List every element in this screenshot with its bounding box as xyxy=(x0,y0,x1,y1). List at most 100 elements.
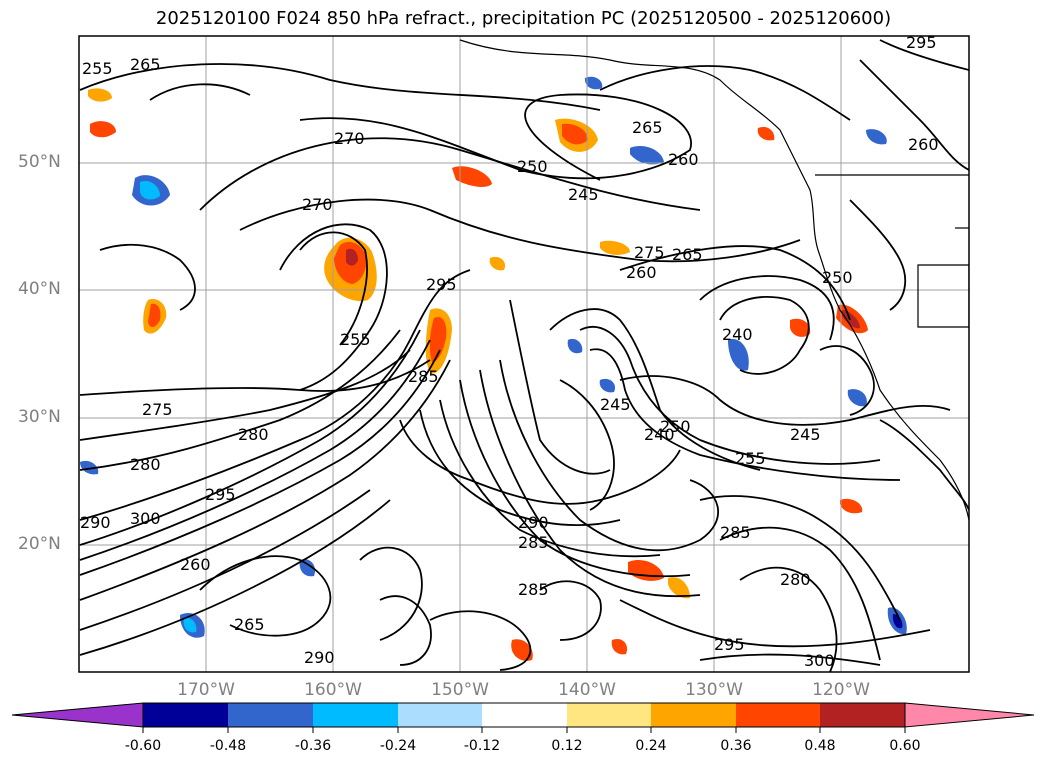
precip-blob xyxy=(790,318,811,337)
colorbar xyxy=(11,702,1035,733)
colorbar-segment xyxy=(228,703,313,727)
precip-blob xyxy=(346,248,358,266)
colorbar-segment xyxy=(820,703,905,727)
contour-label: 290 xyxy=(304,648,335,667)
precip-blob xyxy=(630,145,664,165)
lon-label-150w: 150°W xyxy=(431,680,489,700)
plot-area xyxy=(79,36,969,672)
colorbar-frame xyxy=(142,702,906,728)
colorbar-tick-label: 0.36 xyxy=(720,738,752,754)
contour-label: 240 xyxy=(722,325,753,344)
contour-label: 255 xyxy=(340,330,371,349)
contour-label: 275 xyxy=(142,400,173,419)
precip-blob xyxy=(489,256,506,271)
colorbar-tick-label: 0.12 xyxy=(551,738,583,754)
lon-label-130w: 130°W xyxy=(685,680,743,700)
colorbar-tick-label: -0.12 xyxy=(463,738,501,754)
coastlines xyxy=(459,39,969,521)
contour-label: 280 xyxy=(238,425,269,444)
lat-label-30n: 30°N xyxy=(18,407,61,427)
contour-label: 240 xyxy=(644,425,675,444)
lat-label-20n: 20°N xyxy=(18,534,61,554)
contour-label: 295 xyxy=(205,485,236,504)
contour-label: 275 xyxy=(634,243,665,262)
precip-blob xyxy=(429,316,447,362)
colorbar-segment xyxy=(651,703,736,727)
lat-label-50n: 50°N xyxy=(18,152,61,172)
precip-blob xyxy=(866,129,887,145)
colorbar-tick-label: -0.48 xyxy=(209,738,247,754)
contour-label: 260 xyxy=(180,555,211,574)
precip-blob xyxy=(842,310,860,329)
precip-blob xyxy=(584,76,603,90)
contour-label: 270 xyxy=(302,195,333,214)
precip-blob xyxy=(80,460,99,475)
colorbar-tick-label: -0.24 xyxy=(379,738,417,754)
precip-blob xyxy=(728,339,749,371)
colorbar-segment xyxy=(143,703,228,727)
contour-label: 295 xyxy=(906,33,937,52)
precip-blob xyxy=(452,166,492,187)
colorbar-tick-label: -0.60 xyxy=(124,738,162,754)
colorbar-segment xyxy=(398,703,482,727)
precip-blob xyxy=(567,338,583,354)
colorbar-segment xyxy=(482,703,567,727)
precip-blob xyxy=(668,577,690,599)
lon-label-160w: 160°W xyxy=(304,680,362,700)
contour-label: 290 xyxy=(518,513,549,532)
plot-frame xyxy=(78,35,970,673)
contour-label: 250 xyxy=(660,417,691,436)
precip-blob xyxy=(599,378,616,393)
colorbar-segment xyxy=(736,703,820,727)
colorbar-high-extend xyxy=(904,702,1035,728)
precip-blob xyxy=(847,389,867,407)
precip-blob xyxy=(299,559,316,577)
lat-label-40n: 40°N xyxy=(18,279,61,299)
contour-label: 295 xyxy=(426,275,457,294)
precip-blob xyxy=(90,121,116,138)
precip-blob xyxy=(183,617,197,633)
lon-label-170w: 170°W xyxy=(177,680,235,700)
colorbar-tick-label: -0.36 xyxy=(294,738,332,754)
colorbar-tick-label: 0.60 xyxy=(889,738,921,754)
colorbar-tick-label: 0.24 xyxy=(635,738,667,754)
precip-blob xyxy=(562,123,588,145)
contour-label: 265 xyxy=(234,615,265,634)
precip-blob xyxy=(600,240,630,255)
contour-label: 260 xyxy=(908,135,939,154)
colorbar-segment xyxy=(313,703,398,727)
colorbar-low-extend xyxy=(11,702,144,728)
contour-label: 285 xyxy=(408,367,439,386)
colorbar-segment xyxy=(567,703,651,727)
contour-label: 280 xyxy=(780,570,811,589)
lon-label-140w: 140°W xyxy=(558,680,616,700)
contour-label: 245 xyxy=(600,395,631,414)
contour-label: 245 xyxy=(568,185,599,204)
contour-label: 295 xyxy=(714,635,745,654)
precip-blob xyxy=(148,303,161,328)
precip-fills xyxy=(80,76,907,661)
precip-blob xyxy=(511,639,533,661)
colorbar-tick-label: 0.48 xyxy=(804,738,836,754)
contour-label: 300 xyxy=(130,509,161,528)
contour-label: 250 xyxy=(517,157,548,176)
precip-blob xyxy=(88,88,112,102)
contour-label: 260 xyxy=(668,150,699,169)
lon-label-120w: 120°W xyxy=(812,680,870,700)
contour-label: 265 xyxy=(672,245,703,264)
contour-label: 285 xyxy=(720,523,751,542)
precip-blob xyxy=(892,614,903,629)
contour-labels: 255 265 270 250 245 265 260 275 260 265 … xyxy=(80,33,939,670)
contour-label: 270 xyxy=(334,129,365,148)
map-title: 2025120100 F024 850 hPa refract., precip… xyxy=(155,8,892,29)
contour-label: 255 xyxy=(82,59,113,78)
precip-blob xyxy=(840,498,863,514)
precip-blob xyxy=(757,126,775,141)
contour-label: 280 xyxy=(130,455,161,474)
precip-blob xyxy=(140,180,160,200)
contour-label: 255 xyxy=(735,449,766,468)
contour-label: 245 xyxy=(790,425,821,444)
contour-label: 290 xyxy=(80,513,111,532)
contour-label: 265 xyxy=(130,55,161,74)
